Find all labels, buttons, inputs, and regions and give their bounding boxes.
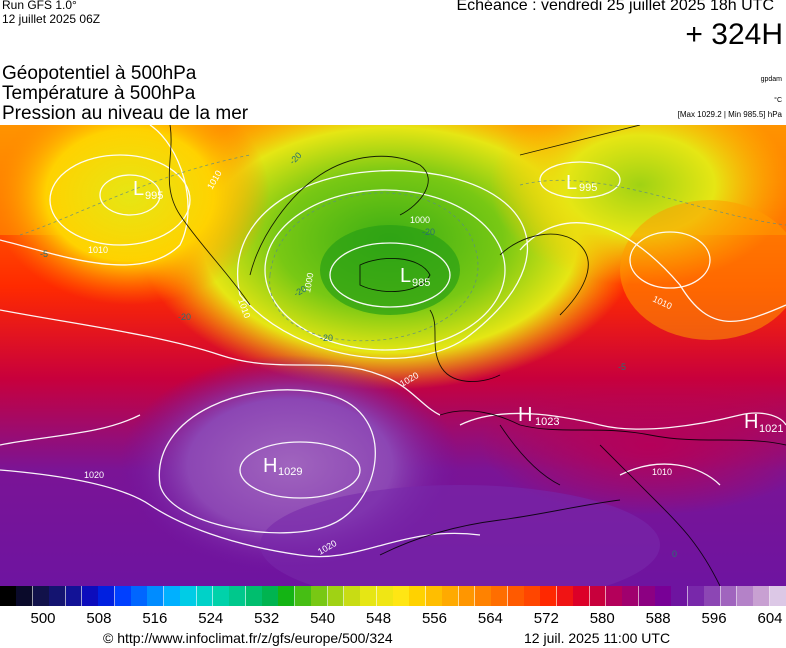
unit-geopotential: gpdam bbox=[760, 76, 782, 83]
field-pressure: Pression au niveau de la mer bbox=[2, 103, 249, 124]
scale-swatch bbox=[262, 586, 279, 606]
high-center-value: 1021 bbox=[759, 423, 783, 435]
weather-map: L 985 L 995 L 995 H 1029 H 1023 H 1021 1… bbox=[0, 125, 786, 586]
scale-swatch bbox=[32, 586, 50, 606]
scale-swatch bbox=[753, 586, 771, 606]
scale-swatch bbox=[638, 586, 656, 606]
scale-swatch bbox=[573, 586, 590, 606]
scale-swatch bbox=[16, 586, 34, 606]
scale-swatch bbox=[442, 586, 459, 606]
scale-tick-label: 548 bbox=[366, 610, 392, 627]
scale-swatch bbox=[278, 586, 296, 606]
isotherm-label: -20 bbox=[178, 312, 191, 322]
scale-swatch bbox=[769, 586, 786, 606]
scale-swatch bbox=[409, 586, 427, 606]
unit-pressure-range: [Max 1029.2 | Min 985.5] hPa bbox=[677, 110, 782, 119]
scale-swatch bbox=[605, 586, 623, 606]
run-date: 12 juillet 2025 06Z bbox=[2, 12, 101, 26]
scale-swatch bbox=[212, 586, 230, 606]
isobar-label: 1010 bbox=[652, 467, 672, 477]
scale-swatch bbox=[589, 586, 607, 606]
scale-swatch bbox=[294, 586, 312, 606]
isobar-label: 1000 bbox=[410, 215, 430, 225]
low-center-value: 985 bbox=[412, 277, 430, 289]
scale-swatch bbox=[311, 586, 328, 606]
scale-swatch bbox=[671, 586, 689, 606]
scale-swatch bbox=[704, 586, 721, 606]
forecast-hour: + 324H bbox=[685, 18, 783, 51]
scale-tick-label: 500 bbox=[30, 610, 56, 627]
source-url: © http://www.infoclimat.fr/z/gfs/europe/… bbox=[103, 630, 393, 646]
isobar-label: 1010 bbox=[88, 245, 108, 255]
scale-tick-label: 596 bbox=[701, 610, 727, 627]
unit-temperature: °C bbox=[774, 97, 782, 104]
scale-swatch bbox=[622, 586, 640, 606]
scale-swatch bbox=[327, 586, 345, 606]
color-scale bbox=[0, 586, 786, 608]
scale-swatch bbox=[114, 586, 132, 606]
scale-swatch bbox=[0, 586, 17, 606]
high-center-label: H bbox=[263, 455, 277, 477]
low-center-value: 995 bbox=[579, 182, 597, 194]
scale-swatch bbox=[556, 586, 574, 606]
low-center-value: 995 bbox=[145, 190, 163, 202]
isotherm-label: -5 bbox=[618, 362, 626, 372]
scale-swatch bbox=[65, 586, 83, 606]
scale-swatch bbox=[376, 586, 394, 606]
scale-swatch bbox=[360, 586, 378, 606]
scale-tick-label: 556 bbox=[421, 610, 447, 627]
low-center-label: L bbox=[133, 178, 144, 200]
generated-timestamp: 12 juil. 2025 11:00 UTC bbox=[524, 630, 671, 646]
scale-swatch bbox=[147, 586, 165, 606]
high-center-label: H bbox=[744, 411, 758, 433]
scale-swatch bbox=[229, 586, 247, 606]
echeance: Echéance : vendredi 25 juillet 2025 18h … bbox=[456, 0, 774, 14]
scale-swatch bbox=[81, 586, 99, 606]
scale-swatch bbox=[180, 586, 197, 606]
scale-swatch bbox=[343, 586, 361, 606]
low-center-label: L bbox=[566, 172, 577, 194]
scale-swatch bbox=[245, 586, 263, 606]
scale-swatch bbox=[196, 586, 214, 606]
scale-tick-label: 564 bbox=[477, 610, 503, 627]
high-center-value: 1023 bbox=[535, 416, 559, 428]
scale-swatch bbox=[474, 586, 492, 606]
isotherm-label: -20 bbox=[320, 333, 333, 343]
scale-swatch bbox=[131, 586, 148, 606]
run-label: Run GFS 1.0° bbox=[2, 0, 77, 12]
high-center-value: 1029 bbox=[278, 466, 302, 478]
scale-tick-label: 604 bbox=[757, 610, 783, 627]
isobar-label: 1020 bbox=[84, 470, 104, 480]
scale-swatch bbox=[720, 586, 738, 606]
low-center-label: L bbox=[400, 265, 411, 287]
isobar-label: 1000 bbox=[302, 272, 315, 293]
scale-swatch bbox=[163, 586, 181, 606]
field-geopotential: Géopotentiel à 500hPa bbox=[2, 63, 197, 84]
scale-swatch bbox=[524, 586, 541, 606]
scale-tick-label: 540 bbox=[310, 610, 336, 627]
scale-swatch bbox=[507, 586, 525, 606]
scale-swatch bbox=[687, 586, 705, 606]
scale-tick-label: 532 bbox=[254, 610, 280, 627]
scale-tick-label: 508 bbox=[86, 610, 112, 627]
scale-swatch bbox=[540, 586, 558, 606]
isotherm-label: 0 bbox=[672, 549, 677, 559]
isotherm-label: -20 bbox=[422, 227, 435, 237]
scale-swatch bbox=[655, 586, 672, 606]
isotherm-label: -5 bbox=[40, 249, 48, 259]
scale-tick-label: 516 bbox=[142, 610, 168, 627]
scale-swatch bbox=[98, 586, 116, 606]
field-temperature: Température à 500hPa bbox=[2, 83, 196, 104]
scale-swatch bbox=[393, 586, 410, 606]
scale-swatch bbox=[425, 586, 443, 606]
scale-swatch bbox=[49, 586, 66, 606]
scale-tick-label: 588 bbox=[645, 610, 671, 627]
scale-swatch bbox=[736, 586, 754, 606]
scale-swatch bbox=[458, 586, 476, 606]
high-center-label: H bbox=[518, 404, 532, 426]
scale-swatch bbox=[491, 586, 509, 606]
scale-tick-label: 524 bbox=[198, 610, 224, 627]
scale-tick-label: 580 bbox=[589, 610, 615, 627]
scale-tick-label: 572 bbox=[533, 610, 559, 627]
